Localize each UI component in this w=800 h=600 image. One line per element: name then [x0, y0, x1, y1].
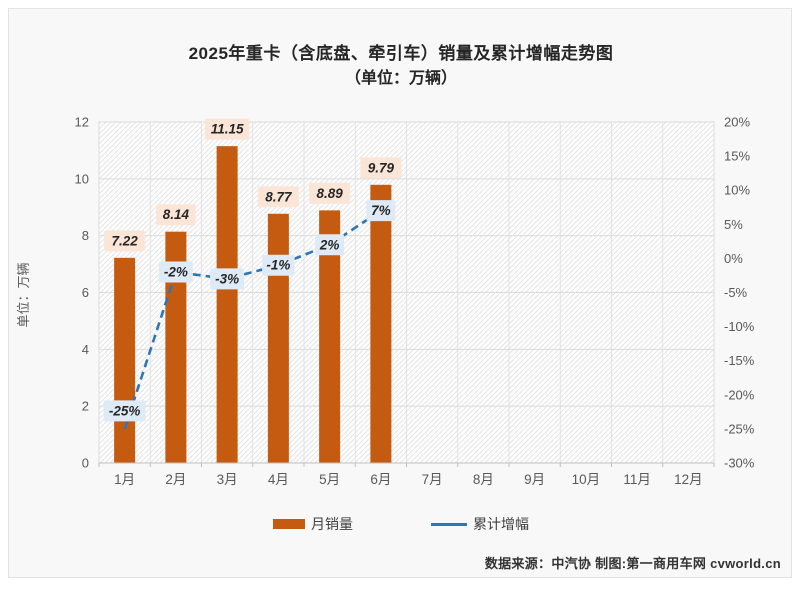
x-axis-label: 1月 [114, 472, 135, 487]
right-axis-tick-label: -10% [724, 319, 755, 334]
bar-5月 [319, 210, 341, 463]
bar-value-label: 8.89 [316, 186, 343, 201]
right-axis-tick-label: 0% [724, 251, 743, 266]
x-axis-label: 5月 [319, 472, 340, 487]
x-axis-label: 8月 [473, 472, 494, 487]
bar-6月 [370, 184, 392, 463]
right-axis-tick-label: -15% [724, 353, 755, 368]
bar-value-label-bg [104, 230, 146, 252]
line-point-label-bg [262, 254, 295, 276]
x-axis-label: 6月 [370, 472, 391, 487]
x-axis-label: 9月 [524, 472, 545, 487]
plot-area: 0 2 4 6 8 10 12 20% 15% 10% 5% 0% -5% -10% -15% -20% -25… [75, 115, 755, 488]
chart-panel: 2025年重卡（含底盘、牵引车）销量及累计增幅走势图 （单位：万辆） 单位：万辆… [8, 8, 792, 578]
line-point-label: -2% [164, 265, 188, 280]
line-point-label: 2% [319, 237, 340, 252]
left-axis-tick-label: 4 [82, 342, 89, 357]
bar-value-label: 8.77 [265, 189, 293, 204]
x-axis-label: 7月 [422, 472, 443, 487]
right-axis-tick-label: -30% [724, 456, 755, 471]
left-axis-tick-label: 2 [82, 399, 89, 414]
line-point-label-bg [210, 268, 245, 290]
line-point-label-bg [158, 261, 193, 283]
x-axis-label: 12月 [674, 472, 703, 487]
legend-item-cumulative-growth: 累计增幅 [431, 514, 529, 534]
chart-title-line2: （单位：万辆） [344, 70, 457, 87]
bar-value-label: 11.15 [211, 122, 244, 137]
left-axis-tick-label: 0 [82, 456, 89, 471]
right-axis-tick-label: -5% [724, 285, 748, 300]
x-axis-label: 4月 [268, 472, 289, 487]
legend-label-cumulative-growth: 累计增幅 [473, 516, 529, 532]
bar-value-label-bg [204, 118, 250, 140]
right-axis-tick-label: 15% [724, 149, 750, 164]
line-point-label: 7% [371, 203, 391, 218]
right-axis-tick-label: 10% [724, 183, 750, 198]
right-axis-tick-label: 20% [724, 115, 750, 130]
right-axis-tick-label: 5% [724, 217, 743, 232]
bar-value-label: 9.79 [368, 160, 395, 175]
chart-title: 2025年重卡（含底盘、牵引车）销量及累计增幅走势图 （单位：万辆） [9, 41, 793, 91]
line-point-label-bg [366, 200, 396, 222]
bar-value-label-bg [309, 182, 351, 204]
legend-label-monthly-sales: 月销量 [311, 516, 353, 532]
line-series-swatch [431, 522, 467, 526]
x-axis-label: 10月 [572, 472, 601, 487]
line-point-label: -1% [266, 258, 290, 273]
bar-value-label-bg [257, 186, 299, 208]
x-axis-label: 2月 [165, 472, 186, 487]
left-axis-tick-label: 8 [82, 228, 89, 243]
bar-3月 [216, 146, 238, 463]
line-point-label: -25% [109, 403, 141, 418]
x-axis-label: 11月 [623, 472, 651, 487]
bar-series-swatch [273, 519, 305, 529]
cumulative-growth-line [123, 209, 382, 430]
left-axis-tick-label: 10 [75, 171, 89, 186]
x-axis-label: 3月 [217, 472, 238, 487]
legend: 月销量 累计增幅 [9, 514, 793, 534]
bar-4月 [267, 213, 289, 463]
chart-title-line1: 2025年重卡（含底盘、牵引车）销量及累计增幅走势图 [188, 44, 614, 63]
footer-credit: 数据来源：中汽协 制图:第一商用车网 cvworld.cn [484, 556, 781, 571]
left-axis-tick-label: 6 [82, 285, 89, 300]
line-point-label: -3% [215, 271, 239, 286]
bar-value-label-bg [156, 204, 196, 226]
bar-value-label: 8.14 [163, 207, 190, 222]
bar-value-label-bg [360, 157, 402, 179]
right-axis-tick-label: -20% [724, 387, 755, 402]
legend-item-monthly-sales: 月销量 [273, 514, 353, 534]
left-axis-tick-label: 12 [75, 115, 89, 130]
right-axis-tick-label: -25% [724, 421, 755, 436]
line-point-label-bg [103, 400, 146, 422]
bar-1月 [114, 257, 136, 463]
line-point-label-bg [315, 234, 345, 256]
bar-value-label: 7.22 [111, 233, 138, 248]
